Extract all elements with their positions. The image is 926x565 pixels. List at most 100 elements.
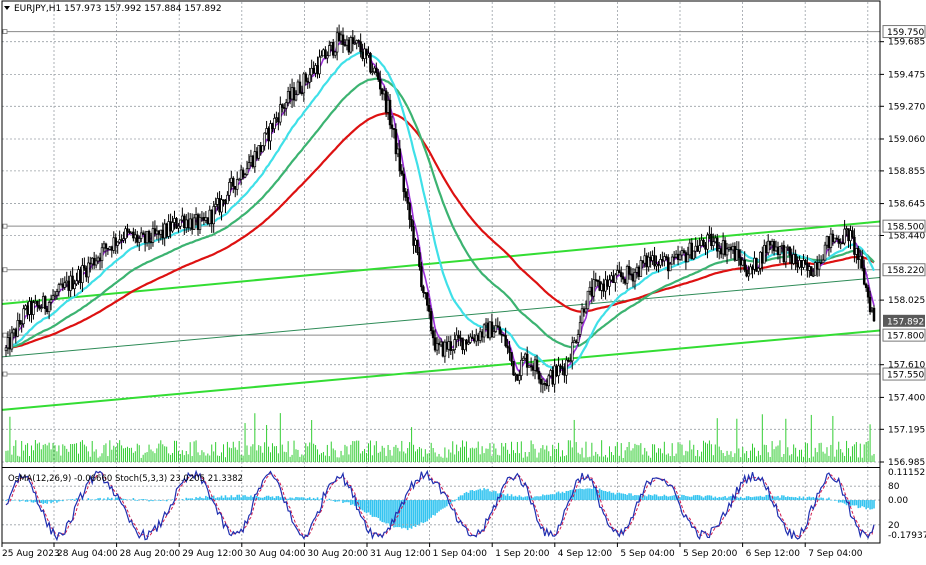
candle-body <box>731 246 735 251</box>
candle-body <box>457 334 460 339</box>
candle-body <box>688 242 692 256</box>
candle-body <box>474 334 478 342</box>
candle-body <box>868 296 872 313</box>
level-badge-label: 159.750 <box>887 28 924 38</box>
candle-body <box>645 255 648 268</box>
candle-body <box>619 272 623 278</box>
candle-body <box>245 168 249 175</box>
candle-body <box>228 182 231 196</box>
candle-body <box>312 67 315 74</box>
candle-body <box>79 269 82 284</box>
candle-body <box>28 301 31 315</box>
candle-body <box>813 262 817 276</box>
candle-body <box>126 228 129 232</box>
candle-body <box>288 91 292 100</box>
candle-body <box>104 243 108 249</box>
candle-body <box>147 230 151 243</box>
candle-body <box>416 239 419 253</box>
candle-body <box>196 214 200 230</box>
candle-body <box>551 370 554 385</box>
level-badge <box>882 263 926 277</box>
candle-body <box>286 91 290 104</box>
candle-body <box>339 34 343 42</box>
candle-body <box>596 279 599 282</box>
candle-body <box>326 55 329 59</box>
candle-body <box>696 245 699 252</box>
candle-body <box>690 242 694 260</box>
candle-body <box>488 321 492 339</box>
symbol-dropdown-icon[interactable] <box>4 6 10 10</box>
price-tick-label: 158.645 <box>888 200 925 210</box>
candle-body <box>90 257 94 265</box>
candle-body <box>57 284 61 292</box>
candle-body <box>445 341 449 350</box>
candle-body <box>371 71 374 74</box>
candle-body <box>447 341 451 350</box>
candle-body <box>541 383 545 385</box>
price-tick-label: 158.025 <box>888 296 925 306</box>
candle-body <box>467 342 470 345</box>
candle-body <box>194 214 198 219</box>
candle-body <box>320 55 323 58</box>
candle-body <box>514 374 517 376</box>
candle-body <box>847 228 850 242</box>
candle-body <box>157 230 161 235</box>
candle-body <box>51 295 55 301</box>
candle-body <box>398 148 402 172</box>
candle-body <box>373 67 376 73</box>
candle-body <box>819 262 823 264</box>
candle-body <box>692 250 695 260</box>
candle-body <box>653 255 656 267</box>
candle-body <box>427 304 431 312</box>
candle-body <box>702 239 705 246</box>
candle-body <box>422 286 425 293</box>
price-tick-label: 159.475 <box>888 70 925 80</box>
candle-body <box>476 334 480 341</box>
candle-body <box>837 238 840 244</box>
candle-body <box>502 334 505 337</box>
candle-body <box>341 34 345 45</box>
candle-body <box>651 255 654 261</box>
candle-body <box>333 51 337 56</box>
candle-body <box>45 308 49 313</box>
candle-body <box>584 308 588 313</box>
candle-body <box>198 217 202 230</box>
candle-body <box>737 249 741 259</box>
price-tick-label: 157.195 <box>888 425 925 435</box>
symbol-info: EURJPY,H1 157.973 157.992 157.884 157.89… <box>14 4 222 14</box>
level-marker <box>2 332 8 338</box>
candle-body <box>608 279 611 287</box>
candle-body <box>674 253 678 258</box>
candle-body <box>465 339 468 345</box>
candle-body <box>390 124 394 129</box>
price-tick-label: 159.060 <box>888 135 925 145</box>
candle-body <box>714 237 717 243</box>
candle-body <box>727 246 731 250</box>
candle-body <box>114 237 117 246</box>
candle-body <box>518 375 521 381</box>
candle-body <box>482 324 486 338</box>
candle-body <box>400 170 404 175</box>
candle-body <box>668 263 672 272</box>
candle-body <box>531 366 535 371</box>
candle-body <box>237 178 241 181</box>
candle-body <box>318 56 321 75</box>
candle-body <box>451 349 454 351</box>
oscillator-axis-label: -0.17937 <box>888 531 926 541</box>
candle-body <box>788 246 791 256</box>
header: EURJPY,H1 157.973 157.992 157.884 157.89… <box>4 4 243 484</box>
candle-body <box>8 337 12 350</box>
candle-body <box>525 353 529 368</box>
candle-body <box>143 234 147 244</box>
candle-body <box>490 321 494 338</box>
level-lines <box>2 29 880 377</box>
candle-body <box>574 340 578 343</box>
candle-body <box>134 234 137 239</box>
candle-body <box>857 248 860 260</box>
candle-body <box>512 360 515 376</box>
candle-body <box>302 73 306 94</box>
candle-body <box>61 283 65 288</box>
candle-body <box>706 234 709 250</box>
